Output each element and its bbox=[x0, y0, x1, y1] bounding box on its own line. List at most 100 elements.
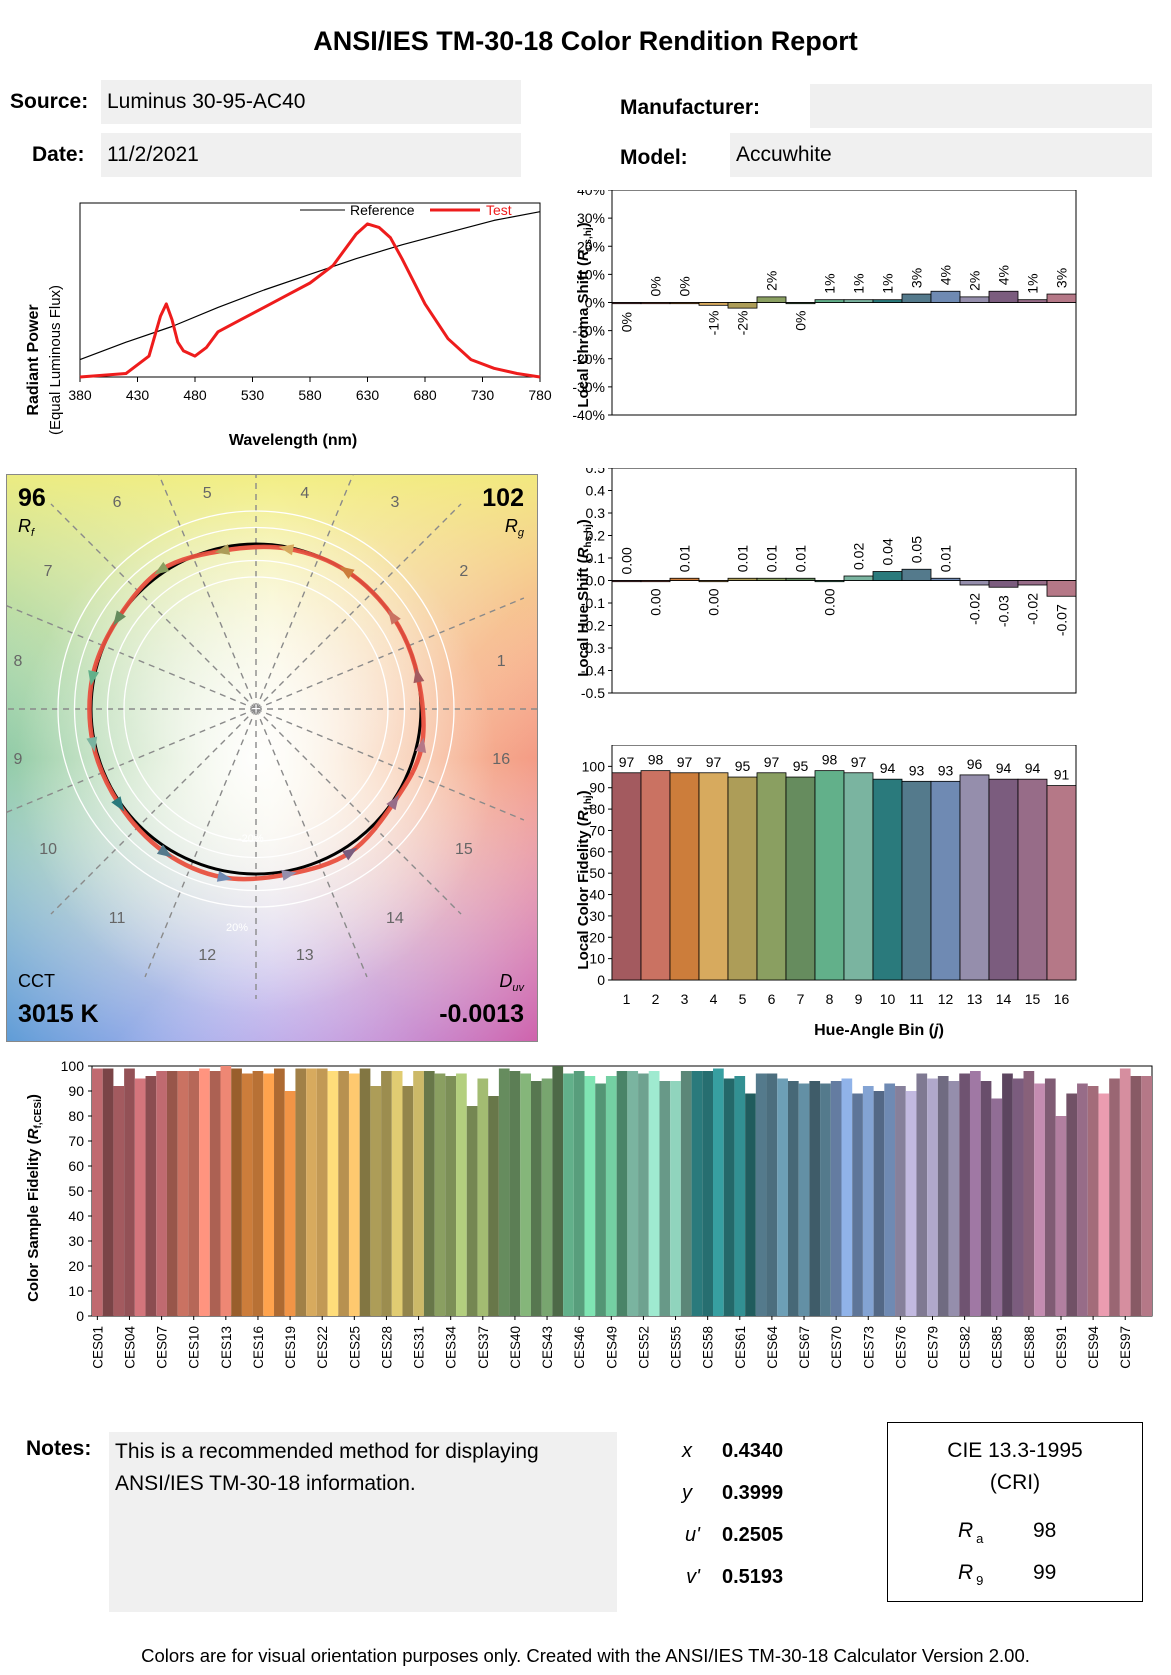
bar-bin-11 bbox=[901, 780, 932, 981]
ces-bar bbox=[873, 1091, 885, 1316]
ces-bar bbox=[745, 1093, 756, 1316]
ces-bar bbox=[627, 1071, 639, 1316]
bar-bin-8 bbox=[814, 299, 845, 303]
date-field: 11/2/2021 bbox=[101, 133, 521, 177]
x-tick-label: CES37 bbox=[476, 1326, 491, 1369]
bar-label: -0.07 bbox=[1054, 604, 1070, 636]
bin-label-3: 3 bbox=[390, 494, 399, 511]
y-tick-label: 0.4 bbox=[586, 483, 606, 499]
x-tick-label: CES25 bbox=[347, 1326, 362, 1369]
bar-label: 2% bbox=[764, 271, 780, 291]
rf-label: Rf bbox=[18, 516, 35, 539]
ces-bar bbox=[1002, 1073, 1013, 1316]
ces-bar bbox=[92, 1068, 103, 1316]
x-value: 0.4340 bbox=[722, 1440, 784, 1462]
x-tick-label: CES19 bbox=[283, 1326, 298, 1369]
spectrum-x-tick-label: 630 bbox=[356, 387, 380, 403]
ces-bar bbox=[713, 1068, 724, 1316]
reference-ring bbox=[123, 576, 389, 842]
ces-bar bbox=[1034, 1083, 1045, 1316]
bar-label: 1% bbox=[880, 273, 896, 293]
spectrum-xlabel: Wavelength (nm) bbox=[229, 432, 357, 449]
bin-label-7: 7 bbox=[44, 563, 53, 580]
cct-label: CCT bbox=[18, 971, 55, 991]
cie-title: CIE 13.3-1995 bbox=[947, 1439, 1083, 1462]
x-tick-label: 10 bbox=[880, 991, 896, 1007]
bar-label: -0.02 bbox=[967, 593, 983, 625]
y-tick-label: 90 bbox=[589, 780, 605, 796]
bar-bin-5 bbox=[727, 776, 758, 981]
bar-bin-4 bbox=[698, 772, 729, 981]
ces-bar bbox=[798, 1083, 810, 1316]
manufacturer-label: Manufacturer: bbox=[620, 96, 761, 119]
legend-test: Test bbox=[486, 202, 512, 218]
rg-value: 102 bbox=[482, 484, 524, 512]
ces-bar bbox=[787, 1081, 799, 1316]
ring-label-outer: 20% bbox=[226, 922, 248, 934]
ces-bar bbox=[316, 1068, 328, 1316]
bar-label: 93 bbox=[909, 762, 925, 778]
y-tick-label: 30 bbox=[589, 908, 605, 924]
y-tick-label: 10 bbox=[68, 1283, 84, 1299]
y-tick-label: 50 bbox=[589, 865, 605, 881]
bar-bin-16 bbox=[1046, 785, 1077, 981]
hue-arrow-bin-15 bbox=[386, 794, 400, 811]
bar-bin-8 bbox=[814, 770, 845, 981]
bin-boundary-line bbox=[50, 708, 257, 915]
ces-bar bbox=[595, 1083, 606, 1316]
ces-bar bbox=[134, 1078, 146, 1316]
color-sample-fidelity-chart: 0 10 20 30 40 50 60 70 80 90 100 CES01 CES04 CES07 CES… bbox=[25, 1058, 1153, 1369]
bar-label: 0.00 bbox=[648, 588, 664, 615]
ces-bar bbox=[1066, 1093, 1078, 1316]
ces-bar bbox=[616, 1071, 628, 1316]
bin-boundary-line bbox=[255, 708, 462, 915]
bar-label: 94 bbox=[996, 760, 1012, 776]
bar-label: 97 bbox=[764, 754, 780, 770]
bar-bin-11 bbox=[901, 293, 932, 303]
ces-bar bbox=[991, 1098, 1003, 1316]
hue-arrow-bin-4 bbox=[278, 544, 295, 556]
bar-label: 0.01 bbox=[677, 545, 693, 572]
notes-label: Notes: bbox=[26, 1437, 92, 1460]
duv-value: -0.0013 bbox=[439, 1000, 524, 1028]
x-tick-label: CES97 bbox=[1118, 1326, 1133, 1369]
ces-bar bbox=[327, 1071, 339, 1316]
ces-bar bbox=[188, 1071, 200, 1316]
y-tick-label: 0 bbox=[597, 972, 605, 988]
bin-label-10: 10 bbox=[39, 841, 57, 858]
bar-bin-7 bbox=[785, 776, 816, 981]
y-tick-label: 10 bbox=[589, 951, 605, 967]
ces-bar bbox=[1044, 1078, 1056, 1316]
x-tick-label: 1 bbox=[623, 991, 631, 1007]
bar-bin-10 bbox=[872, 571, 903, 581]
ces-bar bbox=[456, 1073, 467, 1316]
bar-bin-2 bbox=[640, 770, 671, 981]
x-tick-label: CES82 bbox=[958, 1326, 973, 1369]
bar-label: 95 bbox=[793, 758, 809, 774]
bar-bin-1 bbox=[611, 580, 642, 583]
ces-bar bbox=[1109, 1078, 1120, 1316]
bin-boundary-line bbox=[6, 604, 257, 710]
ces-bar bbox=[498, 1068, 510, 1316]
bar-bin-13 bbox=[959, 296, 990, 303]
ces-bar bbox=[1077, 1083, 1088, 1316]
ces-bar bbox=[466, 1106, 478, 1316]
ces-bar bbox=[252, 1071, 264, 1316]
hue-arrow-bin-1 bbox=[413, 667, 425, 684]
local-fidelity-ylabel: Local Color Fidelity (Rf,hj) bbox=[575, 790, 594, 969]
u-value: 0.2505 bbox=[722, 1524, 784, 1546]
x-tick-label: CES07 bbox=[155, 1326, 170, 1369]
ces-bar bbox=[766, 1073, 778, 1316]
ces-bar bbox=[927, 1078, 938, 1316]
bar-label: 91 bbox=[1054, 767, 1070, 783]
bin-label-5: 5 bbox=[203, 485, 212, 502]
y-tick-label: 60 bbox=[68, 1158, 84, 1174]
reference-ring bbox=[106, 559, 406, 859]
bar-label: 0% bbox=[648, 276, 664, 296]
spectrum-x-tick-label: 530 bbox=[241, 387, 265, 403]
ces-bar bbox=[969, 1071, 981, 1316]
ces-bar bbox=[1130, 1076, 1142, 1316]
y-tick-label: -0.3 bbox=[581, 640, 605, 656]
ring-label-inner: -20% bbox=[238, 833, 264, 845]
